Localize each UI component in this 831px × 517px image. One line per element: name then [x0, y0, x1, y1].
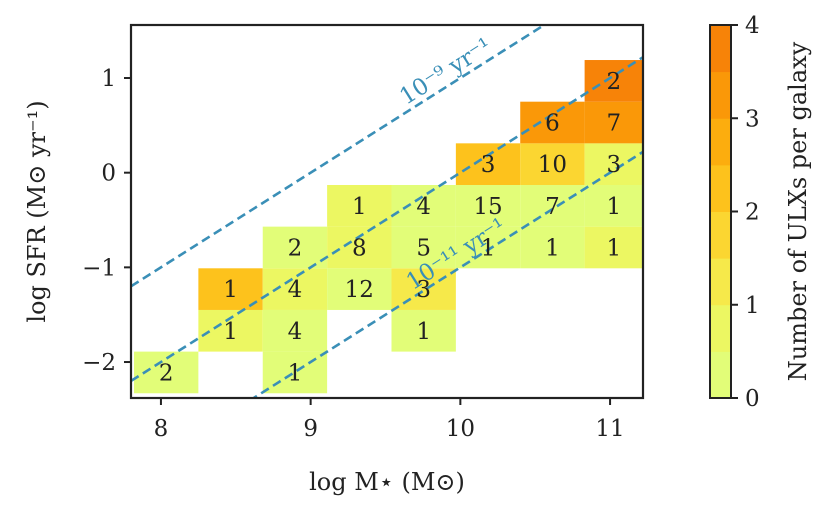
cell-count-label: 2 — [159, 360, 174, 386]
heatmap-cell — [391, 226, 456, 269]
ssfr-line — [131, 25, 547, 288]
cell-count-label: 1 — [223, 277, 238, 303]
x-axis-ticks: 8 9 10 11 — [154, 398, 625, 442]
y-tick-label: −1 — [82, 255, 116, 281]
x-axis-label: log M⋆ (M⊙) — [309, 468, 465, 496]
y-tick-label: 0 — [101, 161, 116, 187]
heatmap-cell — [520, 184, 585, 227]
ssfr-line-label: 10⁻⁹ yr⁻¹ — [395, 33, 496, 110]
heatmap-cell — [327, 226, 392, 269]
cell-count-label: 1 — [545, 235, 560, 261]
ssfr-line — [131, 56, 643, 383]
cell-count-label: 10 — [538, 152, 567, 178]
cell-count-label: 4 — [288, 319, 303, 345]
ssfr-lines — [131, 25, 643, 398]
heatmap-cell — [584, 60, 643, 102]
heatmap-cell — [262, 309, 328, 352]
heatmap-cells — [133, 60, 643, 394]
cell-count-label: 4 — [288, 277, 303, 303]
cell-count-label: 6 — [545, 111, 560, 137]
cell-count-label: 7 — [606, 111, 621, 137]
cell-count-label: 15 — [473, 194, 502, 220]
cell-count-label: 1 — [606, 235, 621, 261]
y-tick-label: 1 — [101, 66, 116, 92]
heatmap-cell — [391, 309, 456, 352]
colorbar-swatch — [710, 304, 731, 352]
cell-count-label: 3 — [606, 152, 621, 178]
colorbar-tick-label: 3 — [745, 106, 760, 132]
x-tick-label: 9 — [303, 416, 318, 442]
plot-frame — [129, 23, 645, 400]
colorbar-tick-label: 1 — [745, 293, 760, 319]
cell-count-label: 4 — [416, 194, 431, 220]
colorbar-tick-label: 4 — [745, 13, 760, 39]
colorbar-swatch — [710, 211, 731, 259]
cell-count-label: 3 — [416, 277, 431, 303]
heatmap-cell — [327, 268, 392, 310]
cell-count-label: 12 — [345, 277, 374, 303]
x-tick-label: 8 — [154, 416, 169, 442]
heatmap-cell — [391, 268, 456, 310]
heatmap-cell — [584, 184, 643, 227]
heatmap-cell — [520, 101, 585, 144]
heatmap-cell — [262, 268, 328, 310]
colorbar-swatch — [710, 258, 731, 306]
cell-count-label: 1 — [606, 194, 621, 220]
colorbar-swatch — [710, 118, 731, 166]
colorbar-tick-label: 2 — [745, 200, 760, 226]
colorbar-swatch — [710, 351, 731, 399]
cell-count-label: 1 — [352, 194, 367, 220]
colorbar-tick-label: 0 — [745, 386, 760, 412]
cell-count-label: 2 — [288, 235, 303, 261]
heatmap-cell — [455, 143, 521, 185]
y-axis-ticks: −2 −1 0 1 — [82, 66, 131, 376]
heatmap-cell — [584, 143, 643, 185]
cell-count-label: 2 — [606, 69, 621, 95]
cell-count-label: 8 — [352, 235, 367, 261]
heatmap-cell — [327, 184, 392, 227]
cell-count-label: 1 — [288, 360, 303, 386]
colorbar-label: Number of ULXs per galaxy — [784, 41, 812, 381]
colorbar-swatch — [710, 25, 731, 73]
y-tick-label: −2 — [82, 350, 116, 376]
colorbar-swatch — [710, 71, 731, 119]
cell-count-label: 1 — [223, 319, 238, 345]
ssfr-line — [251, 150, 643, 398]
heatmap-cell — [455, 184, 521, 227]
cell-count-label: 7 — [545, 194, 560, 220]
cell-count-label: 3 — [481, 152, 496, 178]
cell-count-label: 5 — [416, 235, 431, 261]
heatmap-cell — [520, 143, 585, 185]
heatmap-cell — [584, 226, 643, 269]
x-tick-label: 10 — [446, 416, 475, 442]
heatmap-cell — [520, 226, 585, 269]
heatmap-cell — [584, 101, 643, 144]
cell-count-label: 1 — [481, 235, 496, 261]
y-axis-label: log SFR (M⊙ yr⁻¹) — [23, 100, 51, 322]
cell-count-label: 1 — [416, 319, 431, 345]
colorbar-swatch — [710, 164, 731, 212]
heatmap-cell — [391, 184, 456, 227]
x-tick-label: 11 — [595, 416, 624, 442]
heatmap-cell — [455, 226, 521, 269]
colorbar: 0 1 2 3 4 — [709, 13, 760, 412]
heatmap-cell — [262, 226, 328, 269]
